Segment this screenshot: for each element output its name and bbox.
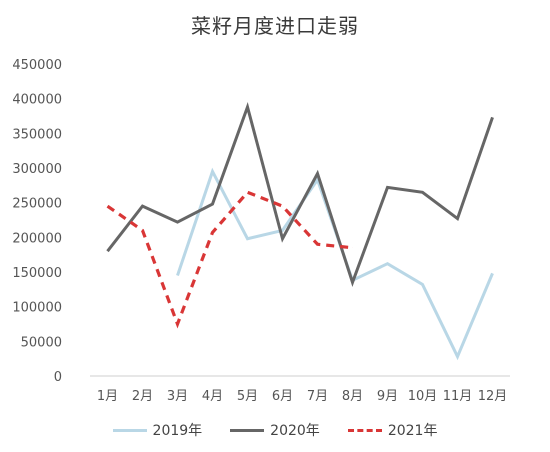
legend-label: 2020年 xyxy=(270,423,320,439)
y-tick-label: 250000 xyxy=(12,197,62,212)
x-tick-label: 12月 xyxy=(478,389,508,404)
series-line-2019年 xyxy=(176,167,494,361)
x-tick-label: 11月 xyxy=(443,389,473,404)
legend-label: 2019年 xyxy=(152,423,203,439)
x-tick-label: 4月 xyxy=(202,389,223,404)
y-tick-label: 50000 xyxy=(21,335,62,350)
legend-swatch xyxy=(347,428,382,432)
x-tick-label: 5月 xyxy=(237,389,258,404)
x-tick-label: 9月 xyxy=(377,389,398,404)
x-tick-label: 3月 xyxy=(167,389,188,404)
x-tick-label: 8月 xyxy=(342,389,363,404)
y-tick-label: 0 xyxy=(54,370,62,385)
legend-swatch xyxy=(230,428,265,432)
y-tick-label: 150000 xyxy=(12,266,62,281)
x-tick-label: 6月 xyxy=(272,389,293,404)
series-line-2020年 xyxy=(106,101,494,288)
legend-label: 2021年 xyxy=(387,423,438,439)
x-tick-label: 2月 xyxy=(132,389,153,404)
x-tick-label: 1月 xyxy=(97,389,118,404)
legend-item: 2020年 xyxy=(230,420,320,440)
y-tick-label: 100000 xyxy=(12,301,62,316)
x-tick-label: 7月 xyxy=(307,389,328,404)
legend-swatch xyxy=(112,428,147,432)
y-tick-label: 350000 xyxy=(12,127,62,142)
y-tick-label: 200000 xyxy=(12,231,62,246)
legend-item: 2019年 xyxy=(112,420,203,440)
legend-item: 2021年 xyxy=(347,420,438,440)
y-tick-label: 300000 xyxy=(12,162,62,177)
chart-title: 菜籽月度进口走弱 xyxy=(191,14,359,38)
legend: 2019年 2020年 2021年 xyxy=(0,420,550,440)
x-tick-label: 10月 xyxy=(408,389,438,404)
y-tick-label: 450000 xyxy=(12,58,62,73)
y-tick-label: 400000 xyxy=(12,93,62,108)
series-line-2021年 xyxy=(106,190,353,329)
